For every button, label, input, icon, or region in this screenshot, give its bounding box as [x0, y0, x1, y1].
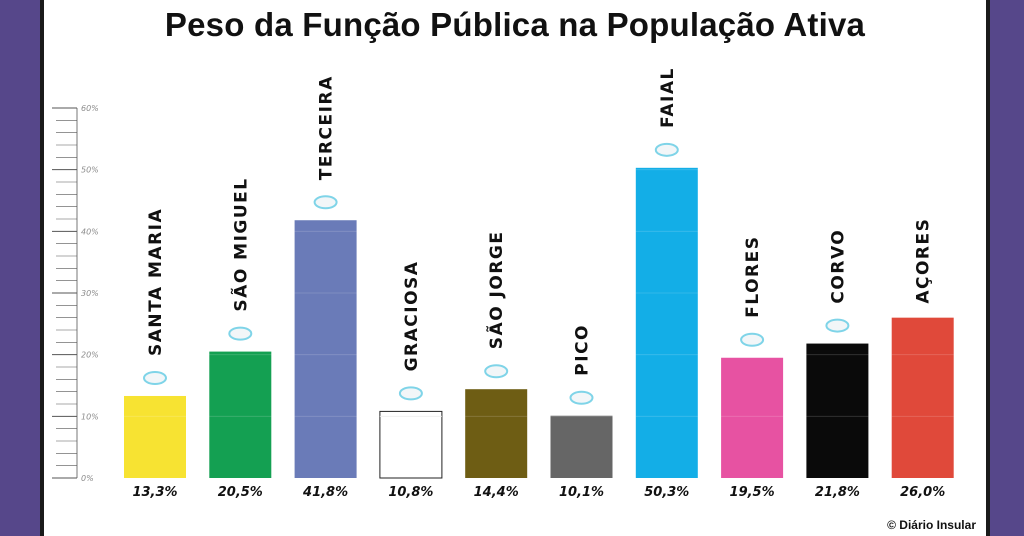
value-label: 41,8% [302, 485, 348, 500]
island-icon [740, 332, 765, 347]
island-icon [313, 195, 338, 210]
value-label: 20,5% [218, 485, 263, 500]
category-label: FLORES [743, 236, 763, 318]
bar-chart: 0% 10% 20% 30% 40% 50% 60% SANTA MARIA 13,3% SÃO … [52, 67, 954, 500]
bar [891, 317, 954, 478]
island-icon [398, 386, 423, 401]
category-label: SANTA MARIA [146, 208, 166, 356]
bar [209, 351, 272, 478]
credit-text: © Diário Insular [887, 518, 976, 532]
bar [806, 343, 869, 478]
category-label: GRACIOSA [402, 261, 422, 372]
y-tick-label: 20% [81, 351, 99, 360]
bar [124, 395, 186, 478]
left-frame [0, 0, 44, 536]
bar [294, 220, 357, 478]
bar [721, 357, 784, 478]
island-icon [228, 326, 253, 341]
island-icon [825, 318, 850, 333]
bar [635, 167, 698, 479]
bar [379, 410, 443, 479]
category-label: FAIAL [658, 67, 678, 128]
value-label: 14,4% [474, 485, 519, 500]
category-label: CORVO [828, 229, 848, 304]
value-label: 26,0% [900, 485, 945, 500]
right-frame [986, 0, 1024, 536]
category-label: AÇORES [914, 218, 934, 304]
value-label: 21,8% [815, 485, 860, 500]
chart-panel: Peso da Função Pública na População Ativ… [44, 0, 986, 536]
y-tick-label: 60% [81, 104, 99, 113]
category-label: PICO [573, 324, 593, 376]
category-label: SÃO JORGE [484, 230, 507, 349]
y-tick-label: 0% [81, 474, 94, 483]
value-label: 10,1% [559, 485, 604, 500]
category-label: SÃO MIGUEL [228, 177, 251, 311]
island-icon [569, 390, 594, 405]
y-tick-label: 10% [81, 412, 99, 421]
value-label: 50,3% [644, 485, 689, 500]
bar [550, 415, 613, 478]
island-icon [484, 364, 509, 379]
value-label: 13,3% [132, 485, 177, 500]
y-tick-label: 30% [81, 289, 99, 298]
value-label: 10,8% [388, 485, 433, 500]
chart-title: Peso da Função Pública na População Ativ… [164, 6, 866, 43]
bar [465, 389, 528, 478]
value-label: 19,5% [730, 485, 775, 500]
island-icon [143, 370, 167, 385]
island-icon [654, 142, 679, 157]
y-tick-label: 40% [81, 227, 99, 236]
category-label: TERCEIRA [317, 75, 337, 180]
y-tick-label: 50% [81, 166, 99, 175]
